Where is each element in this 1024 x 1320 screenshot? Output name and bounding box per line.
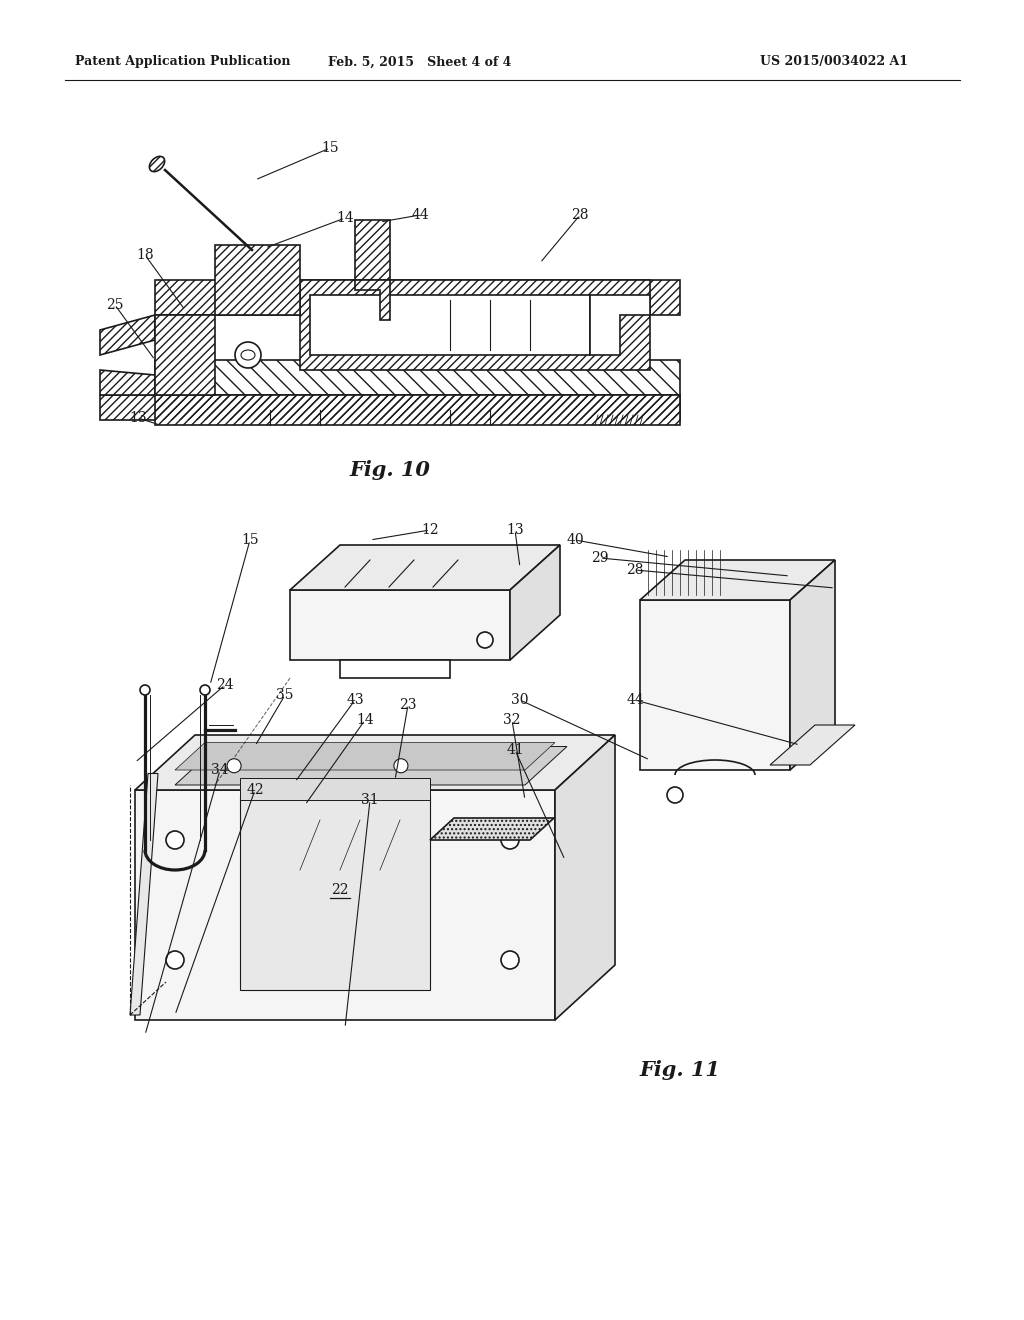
Text: 13: 13	[506, 523, 524, 537]
Circle shape	[200, 685, 210, 696]
Circle shape	[501, 950, 519, 969]
Text: 18: 18	[136, 248, 154, 261]
Polygon shape	[130, 774, 158, 1015]
Polygon shape	[310, 294, 590, 355]
Text: 30: 30	[511, 693, 528, 708]
Polygon shape	[300, 280, 650, 370]
Text: 29: 29	[591, 550, 608, 565]
Circle shape	[501, 832, 519, 849]
Polygon shape	[290, 545, 560, 590]
Text: Feb. 5, 2015   Sheet 4 of 4: Feb. 5, 2015 Sheet 4 of 4	[329, 55, 512, 69]
Text: 28: 28	[571, 209, 589, 222]
Text: 14: 14	[356, 713, 374, 727]
Text: 22: 22	[331, 883, 349, 898]
Text: US 2015/0034022 A1: US 2015/0034022 A1	[760, 55, 908, 69]
Polygon shape	[355, 280, 390, 319]
Text: Fig. 11: Fig. 11	[640, 1060, 721, 1080]
Text: 25: 25	[106, 298, 124, 312]
Circle shape	[234, 342, 261, 368]
Text: 44: 44	[411, 209, 429, 222]
Text: 42: 42	[246, 783, 264, 797]
Text: 40: 40	[566, 533, 584, 546]
Polygon shape	[510, 545, 560, 660]
Polygon shape	[155, 395, 680, 425]
Text: 31: 31	[361, 793, 379, 807]
Text: 12: 12	[421, 523, 439, 537]
Text: Patent Application Publication: Patent Application Publication	[75, 55, 291, 69]
Ellipse shape	[241, 350, 255, 360]
Text: 44: 44	[626, 693, 644, 708]
Polygon shape	[640, 560, 835, 601]
Text: 28: 28	[627, 564, 644, 577]
Polygon shape	[640, 601, 790, 770]
Circle shape	[667, 787, 683, 803]
Polygon shape	[340, 660, 450, 678]
Text: 34: 34	[211, 763, 228, 777]
Polygon shape	[100, 370, 155, 395]
Polygon shape	[215, 246, 300, 315]
Text: 13: 13	[129, 411, 146, 425]
Polygon shape	[430, 818, 554, 840]
Polygon shape	[590, 294, 650, 355]
Circle shape	[227, 759, 241, 772]
Text: 15: 15	[242, 533, 259, 546]
Polygon shape	[290, 590, 510, 660]
Text: 41: 41	[506, 743, 524, 756]
Text: Fig. 10: Fig. 10	[349, 459, 430, 480]
Ellipse shape	[150, 156, 165, 172]
Polygon shape	[155, 360, 680, 395]
Polygon shape	[555, 735, 615, 1020]
Polygon shape	[355, 220, 390, 280]
Text: 24: 24	[216, 678, 233, 692]
Text: 14: 14	[336, 211, 354, 224]
Polygon shape	[155, 280, 680, 315]
Polygon shape	[155, 315, 215, 395]
Circle shape	[477, 632, 493, 648]
Text: 23: 23	[399, 698, 417, 711]
Text: 32: 32	[503, 713, 521, 727]
Polygon shape	[240, 777, 430, 800]
Polygon shape	[100, 315, 155, 355]
Circle shape	[394, 759, 408, 772]
Text: 43: 43	[346, 693, 364, 708]
Polygon shape	[770, 725, 855, 766]
Polygon shape	[135, 789, 555, 1020]
Polygon shape	[240, 795, 430, 990]
Polygon shape	[175, 747, 567, 785]
Circle shape	[166, 950, 184, 969]
Polygon shape	[100, 395, 680, 420]
Text: 15: 15	[322, 141, 339, 154]
Text: 35: 35	[276, 688, 294, 702]
Circle shape	[140, 685, 150, 696]
Polygon shape	[790, 560, 835, 770]
Circle shape	[166, 832, 184, 849]
Polygon shape	[175, 742, 555, 770]
Polygon shape	[135, 735, 615, 789]
